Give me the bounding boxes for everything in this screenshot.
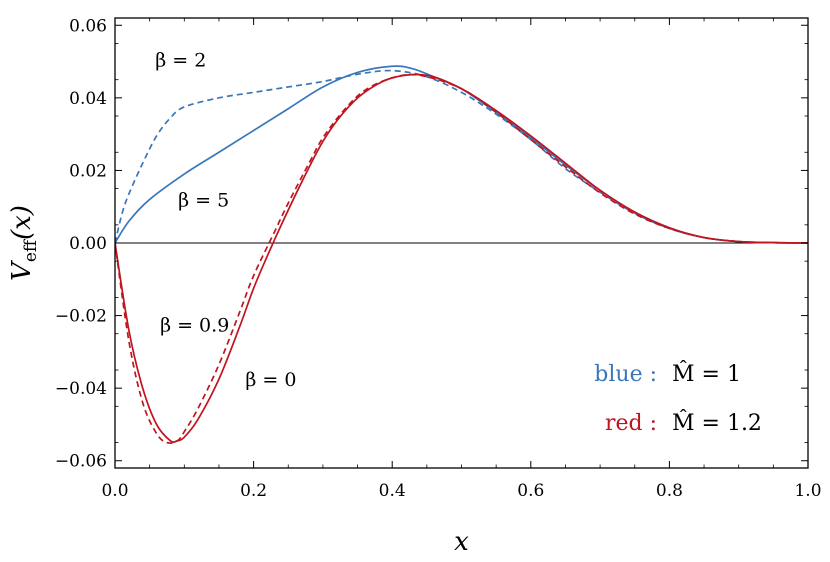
y-axis-label: Veff(x) — [7, 205, 41, 281]
x-tick-label: 0.8 — [656, 481, 683, 501]
legend-prefix: red : — [605, 411, 657, 436]
series-line-blue-dashed — [115, 69, 808, 244]
annotations-layer: β = 2 β = 5 β = 0.9 β = 0 — [155, 50, 296, 391]
tick-labels-layer: 0.0 0.2 0.4 0.6 0.8 1.0 −0.06 −0.04 −0.02 0.00 0.0… — [55, 16, 822, 501]
x-tick-label: 0.2 — [240, 481, 267, 501]
series-line-red-dashed — [115, 73, 808, 444]
x-axis-label: x — [454, 527, 469, 557]
series-layer — [115, 65, 808, 444]
y-tick-label: 0.06 — [69, 16, 107, 36]
legend-label: M̂ = 1.2 — [672, 410, 762, 436]
beta-annotation: β = 2 — [155, 50, 206, 72]
y-tick-label: 0.04 — [69, 89, 107, 109]
svg-text:Veff(x): Veff(x) — [7, 205, 41, 281]
legend: blue : M̂ = 1 red : M̂ = 1.2 — [594, 361, 762, 436]
x-tick-label: 0.6 — [517, 481, 544, 501]
x-tick-label: 1.0 — [794, 481, 821, 501]
y-tick-label: −0.04 — [55, 379, 107, 399]
beta-annotation: β = 0 — [245, 369, 296, 391]
x-tick-label: 0.0 — [101, 481, 128, 501]
x-tick-label: 0.4 — [379, 481, 406, 501]
y-tick-label: 0.00 — [69, 234, 107, 254]
beta-annotation: β = 5 — [178, 189, 229, 211]
y-tick-label: −0.02 — [55, 307, 107, 327]
y-tick-label: 0.02 — [69, 161, 107, 181]
legend-prefix: blue : — [594, 362, 657, 387]
series-line-red-solid — [115, 73, 808, 443]
beta-annotation: β = 0.9 — [160, 315, 229, 337]
legend-label: M̂ = 1 — [672, 361, 741, 387]
y-tick-label: −0.06 — [55, 452, 107, 472]
ticks-layer — [114, 18, 809, 468]
